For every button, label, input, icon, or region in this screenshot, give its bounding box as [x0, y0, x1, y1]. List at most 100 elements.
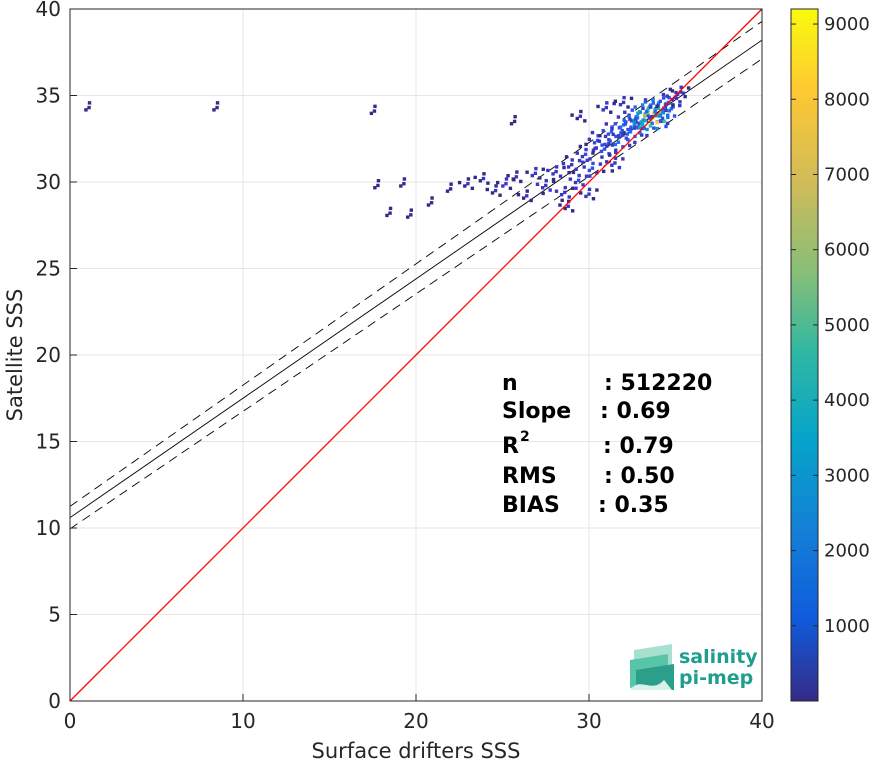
density-cell: [666, 113, 670, 117]
density-cell: [651, 101, 656, 105]
density-cell: [653, 108, 657, 112]
density-cell: [653, 109, 657, 114]
statistics-panel: n : 512220 Slope : 0.69 R 2 : 0.79 RMS :…: [502, 371, 712, 518]
density-cell: [457, 180, 462, 185]
density-cell: [87, 105, 91, 110]
density-cell: [627, 115, 631, 119]
density-cell: [591, 148, 596, 152]
density-cell: [660, 108, 665, 112]
density-cell: [575, 116, 579, 121]
density-cell: [613, 161, 617, 165]
density-cell: [645, 133, 649, 138]
density-cell: [603, 142, 607, 147]
density-cell: [673, 95, 678, 99]
density-cell: [473, 175, 477, 180]
density-cell: [617, 134, 621, 138]
density-cell: [650, 115, 654, 119]
density-cell: [604, 122, 609, 126]
density-cell: [600, 143, 604, 147]
density-cell: [672, 114, 677, 118]
density-cell: [511, 177, 515, 181]
density-cell: [610, 169, 615, 173]
density-cell: [614, 148, 618, 152]
colorbar-tick-label: 1000: [824, 616, 870, 637]
density-cell: [570, 163, 574, 167]
density-cell: [602, 147, 607, 151]
density-cell: [607, 141, 611, 146]
density-cell: [626, 105, 630, 109]
density-cell: [402, 182, 406, 186]
density-cell: [633, 126, 637, 130]
density-cell: [587, 187, 592, 192]
density-cell: [668, 87, 673, 92]
logo-text-salinity: salinity: [679, 646, 758, 668]
density-cell: [449, 182, 453, 186]
colorbar-tick-label: 4000: [824, 390, 870, 411]
density-cell: [648, 124, 653, 128]
density-cell: [533, 171, 538, 176]
density-cell: [634, 117, 638, 121]
density-cell: [620, 133, 625, 137]
density-cell: [551, 177, 556, 182]
density-cell: [430, 196, 434, 200]
density-cell: [561, 161, 566, 166]
stat-value-bias: : 0.35: [598, 493, 669, 518]
density-cell: [570, 113, 574, 117]
density-cell: [564, 155, 569, 159]
density-cell: [554, 169, 558, 174]
density-cell: [618, 125, 623, 129]
density-cell: [611, 132, 615, 137]
density-cell: [601, 108, 605, 112]
density-cell: [667, 109, 672, 113]
density-cell: [87, 101, 92, 105]
density-cell: [637, 121, 641, 125]
density-cell: [538, 176, 542, 180]
density-cell: [585, 158, 589, 162]
density-cell: [566, 165, 571, 169]
stat-label-n: n: [502, 371, 518, 396]
density-cell: [601, 169, 606, 174]
density-cell: [568, 177, 573, 181]
stat-value-n: : 512220: [604, 371, 712, 396]
density-cell: [506, 173, 510, 178]
density-cell: [623, 110, 627, 114]
density-cell: [578, 114, 583, 118]
density-cell: [613, 142, 618, 147]
colorbar-tick-label: 2000: [824, 541, 870, 562]
density-cell: [493, 188, 498, 193]
density-cell: [621, 157, 625, 161]
y-tick-label: 10: [36, 516, 61, 540]
density-cell: [603, 134, 608, 139]
density-cell: [509, 122, 514, 126]
density-cell: [605, 144, 609, 148]
density-cell: [587, 168, 592, 173]
density-cell: [604, 160, 609, 164]
density-cell: [554, 165, 559, 169]
logo-text-pi-mep: pi-mep: [679, 667, 753, 689]
density-cell: [623, 122, 628, 126]
x-tick-label: 40: [749, 709, 774, 733]
density-cell: [629, 96, 634, 101]
density-cell: [671, 105, 675, 109]
density-cell: [372, 109, 377, 113]
density-cell: [595, 138, 600, 143]
density-cell: [614, 134, 618, 139]
density-cell: [385, 213, 389, 218]
density-cell: [584, 147, 588, 152]
colorbar: [790, 8, 819, 702]
stat-value-slope: : 0.69: [600, 399, 671, 424]
density-cell: [515, 170, 519, 174]
density-cell: [478, 179, 483, 183]
y-tick-label: 15: [36, 430, 61, 454]
density-cells: [84, 85, 691, 219]
density-cell: [678, 100, 682, 104]
density-cell: [674, 90, 678, 95]
density-cell: [448, 187, 453, 191]
density-cell: [655, 126, 660, 131]
y-tick-label: 5: [48, 603, 61, 627]
density-cell: [658, 99, 663, 103]
density-cell: [650, 121, 654, 126]
density-cell: [640, 103, 645, 107]
density-cell: [609, 130, 614, 134]
density-cell: [621, 100, 626, 105]
